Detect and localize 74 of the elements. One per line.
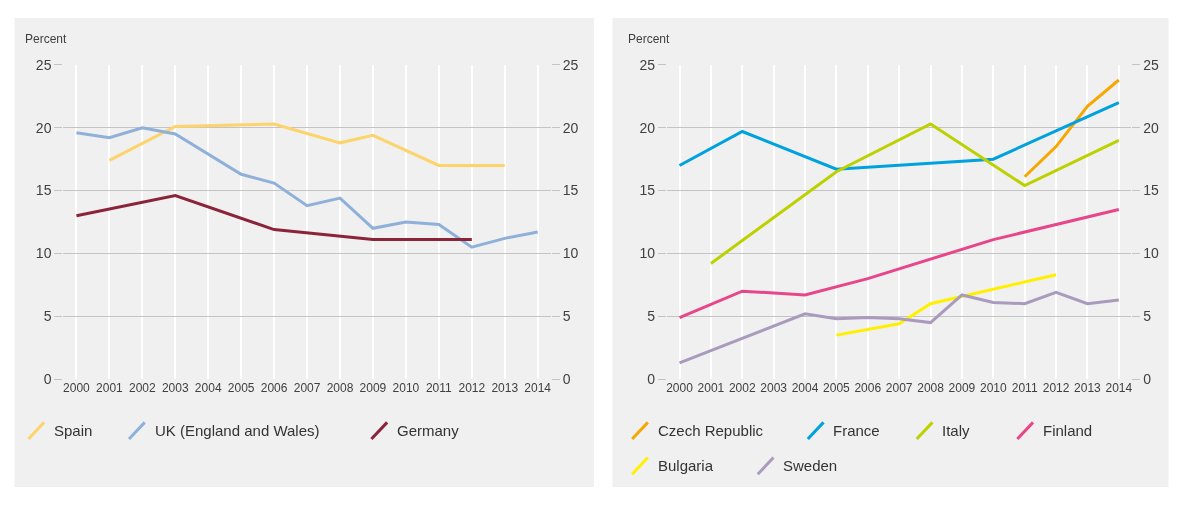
y-tick-label: 10	[639, 245, 656, 262]
y2-tick-label: 0	[1143, 371, 1152, 388]
x-tick-label: 2008	[917, 381, 945, 396]
x-tick-label: 2006	[854, 381, 882, 396]
x-tick-label: 2014	[524, 381, 552, 396]
x-tick-label: 2010	[979, 381, 1007, 396]
line-series	[107, 122, 507, 167]
line-series	[74, 126, 540, 249]
y2-tick-label: 20	[562, 119, 579, 136]
x-tick-label: 2004	[194, 381, 222, 396]
x-tick-label: 2001	[96, 381, 124, 396]
y2-tick-label: 15	[1143, 182, 1159, 199]
y-axis-title: Percent	[628, 32, 671, 46]
x-tick-label: 2012	[458, 381, 486, 396]
y2-tick-label: 20	[1143, 119, 1159, 136]
x-tick-label: 2011	[425, 381, 453, 396]
y2-tick-label: 10	[1143, 245, 1159, 262]
legend-label: Czech Republic	[658, 422, 764, 439]
y-tick-label: 20	[639, 119, 656, 136]
line-series	[1023, 78, 1121, 179]
y2-tick-label: 15	[562, 182, 579, 199]
x-tick-label: 2000	[63, 381, 91, 396]
y-tick-label: 15	[639, 182, 656, 199]
y2-tick-label: 25	[1143, 56, 1159, 73]
y-tick-label: 20	[35, 119, 52, 136]
y-tick-label: 0	[43, 371, 52, 388]
y2-tick-label: 5	[562, 308, 571, 325]
line-series	[678, 101, 1121, 171]
x-tick-label: 2002	[128, 381, 156, 396]
x-tick-label: 2009	[359, 381, 387, 396]
x-tick-label: 2003	[161, 381, 189, 396]
x-tick-label: 2006	[260, 381, 288, 396]
legend-label: Spain	[54, 422, 93, 439]
line-series	[834, 273, 1058, 337]
y2-tick-label: 0	[562, 371, 571, 388]
y-tick-label: 0	[647, 371, 656, 388]
x-tick-label: 2004	[791, 381, 819, 396]
x-tick-label: 2005	[227, 381, 255, 396]
x-tick-label: 2001	[697, 381, 725, 396]
x-tick-label: 2010	[392, 381, 420, 396]
line-series	[678, 290, 1121, 365]
y-tick-label: 25	[35, 56, 52, 73]
x-tick-label: 2003	[760, 381, 788, 396]
x-tick-label: 2013	[1074, 381, 1102, 396]
y-axis-title: Percent	[25, 32, 68, 46]
legend-label: France	[833, 422, 880, 439]
x-tick-label: 2011	[1011, 381, 1038, 396]
y-tick-label: 15	[35, 182, 52, 199]
x-tick-label: 2012	[1042, 381, 1070, 396]
y2-tick-label: 25	[562, 56, 579, 73]
x-tick-label: 2014	[1105, 381, 1133, 396]
x-tick-label: 2000	[666, 381, 694, 396]
legend-label: Sweden	[783, 457, 838, 474]
legend-label: Bulgaria	[658, 457, 714, 474]
x-tick-label: 2005	[823, 381, 851, 396]
legend-label: UK (England and Wales)	[155, 422, 320, 439]
y-tick-label: 10	[35, 245, 52, 262]
y-tick-label: 25	[639, 56, 656, 73]
legend-label: Italy	[942, 422, 971, 439]
y2-tick-label: 10	[562, 245, 579, 262]
line-series	[74, 194, 474, 242]
x-tick-label: 2008	[326, 381, 354, 396]
y2-tick-label: 5	[1143, 308, 1152, 325]
x-tick-label: 2002	[728, 381, 756, 396]
x-tick-label: 2007	[885, 381, 913, 396]
line-series	[709, 122, 1121, 265]
x-tick-label: 2007	[293, 381, 321, 396]
line-series	[678, 207, 1121, 320]
x-tick-label: 2013	[491, 381, 519, 396]
y-tick-label: 5	[43, 308, 52, 325]
x-tick-label: 2009	[948, 381, 976, 396]
y-tick-label: 5	[647, 308, 656, 325]
legend-label: Finland	[1043, 422, 1093, 439]
legend-label: Germany	[397, 422, 460, 439]
